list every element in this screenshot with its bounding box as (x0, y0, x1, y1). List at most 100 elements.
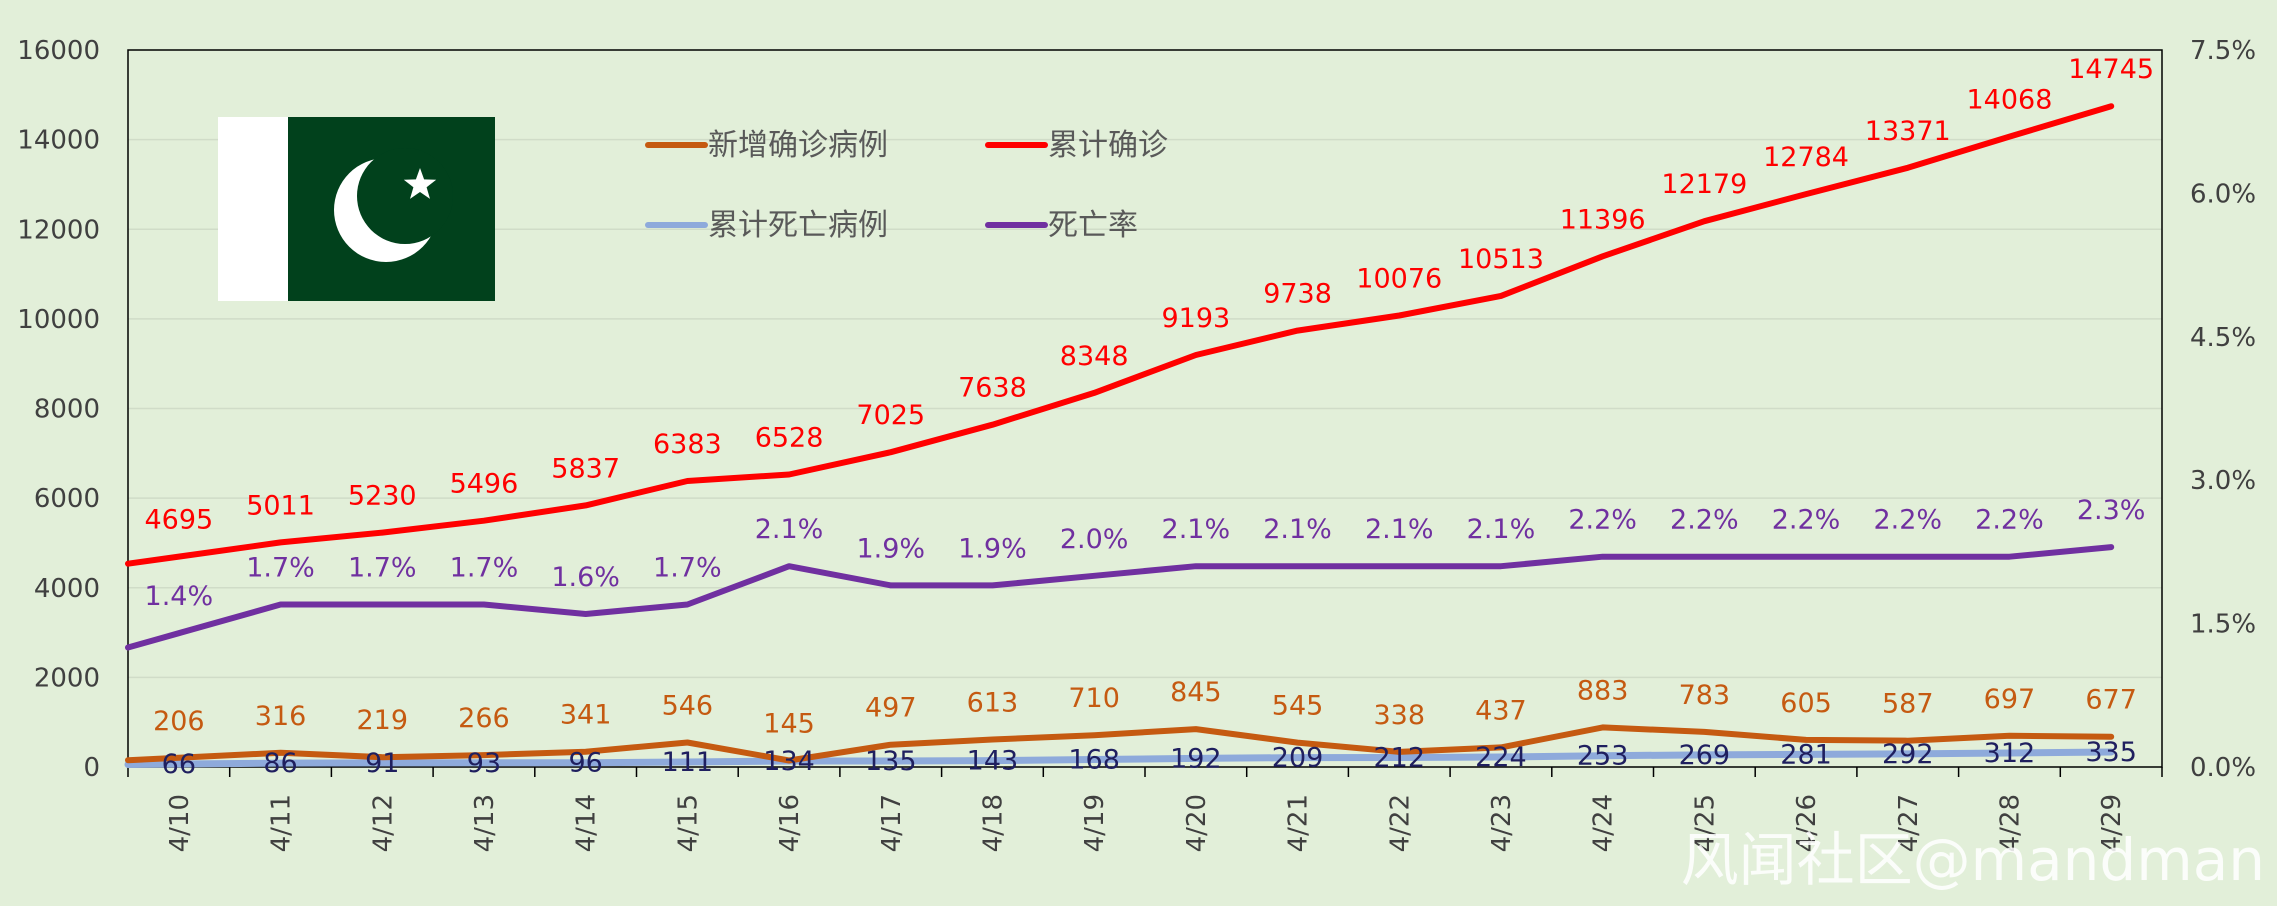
series-line-new-cases (125, 724, 2115, 764)
y-axis-left: 0 2000 4000 6000 8000 10000 12000 14000 16000 (17, 36, 100, 783)
data-label-death-rate: 1.7% (450, 552, 519, 583)
data-label-cumulative-cases: 14745 (2068, 54, 2154, 85)
x-tick-label: 4/14 (572, 794, 602, 852)
data-label-death-rate: 2.2% (1670, 505, 1739, 536)
y2-tick-label: 3.0% (2190, 466, 2256, 496)
y-tick-label: 12000 (17, 215, 100, 245)
data-label-death-rate: 2.2% (1873, 505, 1942, 536)
y2-tick-label: 1.5% (2190, 610, 2256, 640)
data-label-cumulative-deaths: 168 (1068, 744, 1120, 775)
y2-tick-label: 6.0% (2190, 179, 2256, 209)
y-axis-right: 0.0% 1.5% 3.0% 4.5% 6.0% 7.5% (2190, 36, 2256, 783)
data-label-new-cases: 341 (560, 700, 612, 731)
series-line-cumulative-cases (125, 103, 2115, 567)
y-tick-label: 4000 (34, 574, 100, 604)
series-line-death-rate (125, 544, 2115, 651)
data-label-cumulative-cases: 13371 (1865, 116, 1951, 147)
data-label-death-rate: 1.7% (348, 552, 417, 583)
y2-tick-label: 0.0% (2190, 753, 2256, 783)
legend: 新增确诊病例 累计确诊 累计死亡病例 死亡率 (645, 128, 1168, 243)
legend-item-cumulative-deaths: 累计死亡病例 (645, 208, 888, 243)
data-label-cumulative-deaths: 292 (1882, 739, 1934, 770)
data-label-cumulative-deaths: 224 (1475, 742, 1527, 773)
data-label-cumulative-cases: 5011 (246, 490, 315, 521)
data-label-new-cases: 497 (865, 693, 917, 724)
data-label-cumulative-cases: 5837 (551, 453, 620, 484)
data-label-new-cases: 338 (1373, 700, 1425, 731)
data-label-cumulative-deaths: 212 (1373, 742, 1425, 773)
pakistan-flag-icon (218, 117, 495, 301)
data-label-cumulative-cases: 7025 (856, 400, 925, 431)
data-label-cumulative-deaths: 312 (1984, 738, 2036, 769)
x-tick-label: 4/26 (1792, 794, 1822, 852)
data-label-new-cases: 697 (1984, 684, 2036, 715)
x-tick-label: 4/16 (775, 794, 805, 852)
flag-crescent-inner (357, 148, 453, 244)
legend-label-new-cases: 新增确诊病例 (708, 128, 888, 163)
x-tick-label: 4/23 (1487, 794, 1517, 852)
y-tick-label: 8000 (34, 395, 100, 425)
x-tick-label: 4/24 (1589, 794, 1619, 852)
data-label-cumulative-deaths: 143 (967, 746, 1019, 777)
data-label-cumulative-cases: 6528 (755, 422, 824, 453)
data-label-death-rate: 2.2% (1568, 505, 1637, 536)
data-label-death-rate: 2.3% (2077, 495, 2146, 526)
y-tick-label: 2000 (34, 663, 100, 693)
data-label-cumulative-deaths: 253 (1577, 741, 1629, 772)
x-tick-label: 4/10 (165, 794, 195, 852)
data-label-death-rate: 2.1% (1263, 514, 1332, 545)
data-label-death-rate: 2.1% (1365, 514, 1434, 545)
data-label-new-cases: 605 (1780, 688, 1832, 719)
data-label-death-rate: 1.4% (145, 581, 214, 612)
data-label-cumulative-cases: 5230 (348, 481, 417, 512)
x-tick-label: 4/22 (1385, 794, 1415, 852)
data-label-cumulative-deaths: 335 (2085, 737, 2137, 768)
data-label-death-rate: 2.2% (1975, 505, 2044, 536)
data-label-death-rate: 1.7% (246, 552, 315, 583)
data-label-new-cases: 266 (458, 703, 510, 734)
data-label-cumulative-cases: 12179 (1661, 169, 1747, 200)
data-label-cumulative-cases: 12784 (1763, 142, 1849, 173)
x-tick-label: 4/25 (1690, 794, 1720, 852)
legend-label-cumulative-cases: 累计确诊 (1048, 128, 1168, 163)
y2-tick-label: 7.5% (2190, 36, 2256, 66)
data-label-cumulative-deaths: 66 (162, 749, 196, 780)
legend-label-death-rate: 死亡率 (1048, 208, 1138, 243)
flag-white-band (218, 117, 288, 301)
data-label-death-rate: 1.6% (551, 562, 620, 593)
x-tick-label: 4/13 (470, 794, 500, 852)
data-label-cumulative-cases: 6383 (653, 429, 722, 460)
data-label-new-cases: 710 (1068, 683, 1120, 714)
data-label-new-cases: 546 (662, 691, 714, 722)
legend-item-cumulative-cases: 累计确诊 (985, 128, 1168, 163)
data-label-cumulative-cases: 10513 (1458, 244, 1544, 275)
x-tick-label: 4/20 (1182, 794, 1212, 852)
data-label-cumulative-deaths: 86 (263, 748, 297, 779)
x-tick-label: 4/28 (1995, 794, 2025, 852)
data-label-cumulative-deaths: 135 (865, 746, 917, 777)
data-label-cumulative-deaths: 269 (1679, 740, 1731, 771)
x-tick-label: 4/18 (978, 794, 1008, 852)
data-label-death-rate: 2.0% (1060, 524, 1129, 555)
data-label-new-cases: 145 (763, 709, 815, 740)
y-tick-label: 10000 (17, 305, 100, 335)
data-label-new-cases: 219 (356, 705, 408, 736)
data-label-new-cases: 206 (153, 706, 205, 737)
x-tick-label: 4/15 (673, 794, 703, 852)
data-label-new-cases: 587 (1882, 689, 1934, 720)
legend-label-cumulative-deaths: 累计死亡病例 (708, 208, 888, 243)
data-label-cumulative-deaths: 134 (763, 746, 815, 777)
y-tick-label: 16000 (17, 36, 100, 66)
data-label-cumulative-cases: 10076 (1356, 263, 1442, 294)
data-label-new-cases: 545 (1272, 691, 1324, 722)
data-label-cumulative-cases: 7638 (958, 373, 1027, 404)
data-label-death-rate: 2.1% (1467, 514, 1536, 545)
data-label-cumulative-deaths: 91 (365, 748, 399, 779)
data-label-cumulative-cases: 9193 (1161, 303, 1230, 334)
data-label-cumulative-deaths: 96 (568, 748, 602, 779)
data-label-new-cases: 783 (1679, 680, 1731, 711)
legend-item-death-rate: 死亡率 (985, 208, 1138, 243)
data-label-new-cases: 437 (1475, 695, 1527, 726)
x-tick-label: 4/12 (368, 794, 398, 852)
x-axis: 4/10 4/11 4/12 4/13 4/14 4/15 4/16 4/17 4/18 4/19… (127, 767, 2163, 852)
